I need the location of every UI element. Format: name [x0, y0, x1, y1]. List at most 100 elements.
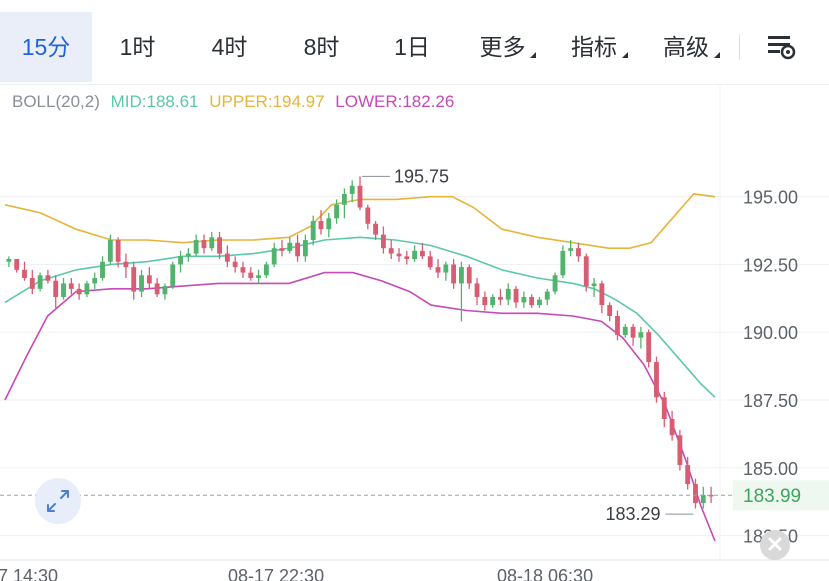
candle-body: [474, 283, 480, 297]
low-price-label: 183.29: [605, 504, 660, 524]
candle-body: [334, 204, 340, 219]
chevron-right-icon[interactable]: [760, 530, 790, 560]
boll-legend: BOLL(20,2) MID:188.61 UPPER:194.97 LOWER…: [12, 92, 460, 118]
candle-body: [123, 261, 129, 268]
toolbar-separator: [739, 34, 740, 60]
candle-body: [498, 296, 503, 300]
candle-body: [419, 250, 425, 257]
candle-body: [396, 253, 402, 257]
candle-body: [295, 242, 301, 257]
candle-body: [287, 242, 293, 251]
candle-body: [615, 315, 620, 335]
candle-body: [201, 240, 207, 249]
candle-body: [708, 494, 714, 497]
y-tick-label: 195.00: [743, 188, 798, 208]
candle-body: [513, 288, 519, 303]
boll-lower-value: LOWER:182.26: [335, 92, 455, 111]
chart-settings-icon[interactable]: [762, 30, 802, 64]
tab-4[interactable]: 1日: [394, 34, 430, 60]
tab-0[interactable]: 15分: [0, 12, 92, 82]
candle-body: [232, 261, 238, 268]
candle-body: [209, 237, 215, 249]
candle-body: [84, 283, 90, 295]
candle-body: [193, 240, 199, 254]
candle-body: [661, 397, 667, 419]
candle-body: [700, 494, 706, 504]
y-tick-label: 185.00: [743, 459, 798, 479]
tab-5[interactable]: 更多: [479, 34, 526, 60]
candle-body: [638, 332, 644, 338]
candle-body: [279, 248, 285, 251]
candle-body: [185, 253, 191, 257]
candle-body: [146, 275, 152, 284]
boll-mid-value: MID:188.61: [110, 92, 199, 111]
candle-body: [654, 362, 659, 398]
candle-body: [263, 264, 269, 276]
candle-body: [568, 248, 574, 251]
candle-body: [459, 267, 464, 284]
tab-2[interactable]: 4时: [211, 34, 248, 60]
candle-body: [622, 326, 628, 335]
candle-body: [576, 248, 581, 257]
dropdown-caret-icon: [622, 52, 628, 58]
candle-body: [302, 240, 308, 257]
candle-body: [435, 267, 441, 273]
candle-body: [240, 267, 246, 273]
candle-body: [61, 283, 66, 297]
candle-body: [544, 291, 550, 300]
candle-body: [326, 218, 332, 230]
candle-body: [92, 278, 98, 284]
x-tick-label: 7 14:30: [0, 566, 58, 581]
candle-body: [482, 296, 488, 306]
candle-body: [388, 248, 394, 254]
current-price-tag: [733, 480, 829, 511]
candle-body: [45, 275, 51, 281]
candle-body: [310, 221, 316, 241]
candle-body: [451, 264, 457, 284]
candle-body: [537, 299, 542, 306]
candle-body: [552, 275, 558, 292]
tab-1[interactable]: 1时: [119, 34, 156, 60]
candle-body: [6, 259, 12, 262]
tab-7[interactable]: 高级: [663, 34, 709, 60]
candle-body: [693, 484, 698, 504]
x-tick-label: 08-17 22:30: [228, 566, 324, 581]
candle-body: [349, 185, 355, 194]
boll-name: BOLL(20,2): [12, 92, 100, 111]
candle-body: [248, 272, 254, 278]
candle-body: [100, 261, 105, 278]
candle-body: [490, 296, 496, 306]
candle-body: [505, 288, 511, 300]
candle-body: [443, 264, 449, 273]
candle-body: [271, 248, 277, 265]
candle-body: [357, 185, 363, 208]
candle-body: [318, 221, 324, 230]
candle-body: [170, 264, 176, 287]
candle-body: [677, 435, 683, 466]
boll-upper-value: UPPER:194.97: [209, 92, 325, 111]
candle-body: [583, 256, 589, 287]
boll-lower-line: [4, 271, 716, 542]
candle-body: [521, 296, 527, 303]
candle-body: [14, 259, 20, 270]
candle-body: [139, 275, 144, 292]
candle-body: [607, 305, 613, 316]
candle-body: [466, 267, 472, 284]
candle-body: [53, 280, 59, 297]
candle-body: [412, 250, 418, 260]
tab-3[interactable]: 8时: [303, 34, 340, 60]
candle-body: [22, 269, 27, 278]
candle-body: [115, 240, 121, 262]
candle-body: [373, 223, 379, 235]
tab-6[interactable]: 指标: [571, 34, 617, 60]
dropdown-caret-icon: [714, 52, 720, 58]
candle-body: [685, 465, 691, 485]
boll-upper-line: [4, 193, 716, 249]
candle-body: [630, 326, 636, 338]
y-tick-label: 187.50: [743, 391, 798, 411]
expand-arrows-icon[interactable]: [35, 478, 81, 524]
y-tick-label: 190.00: [743, 323, 798, 343]
candle-body: [599, 283, 605, 306]
candle-body: [224, 253, 230, 262]
